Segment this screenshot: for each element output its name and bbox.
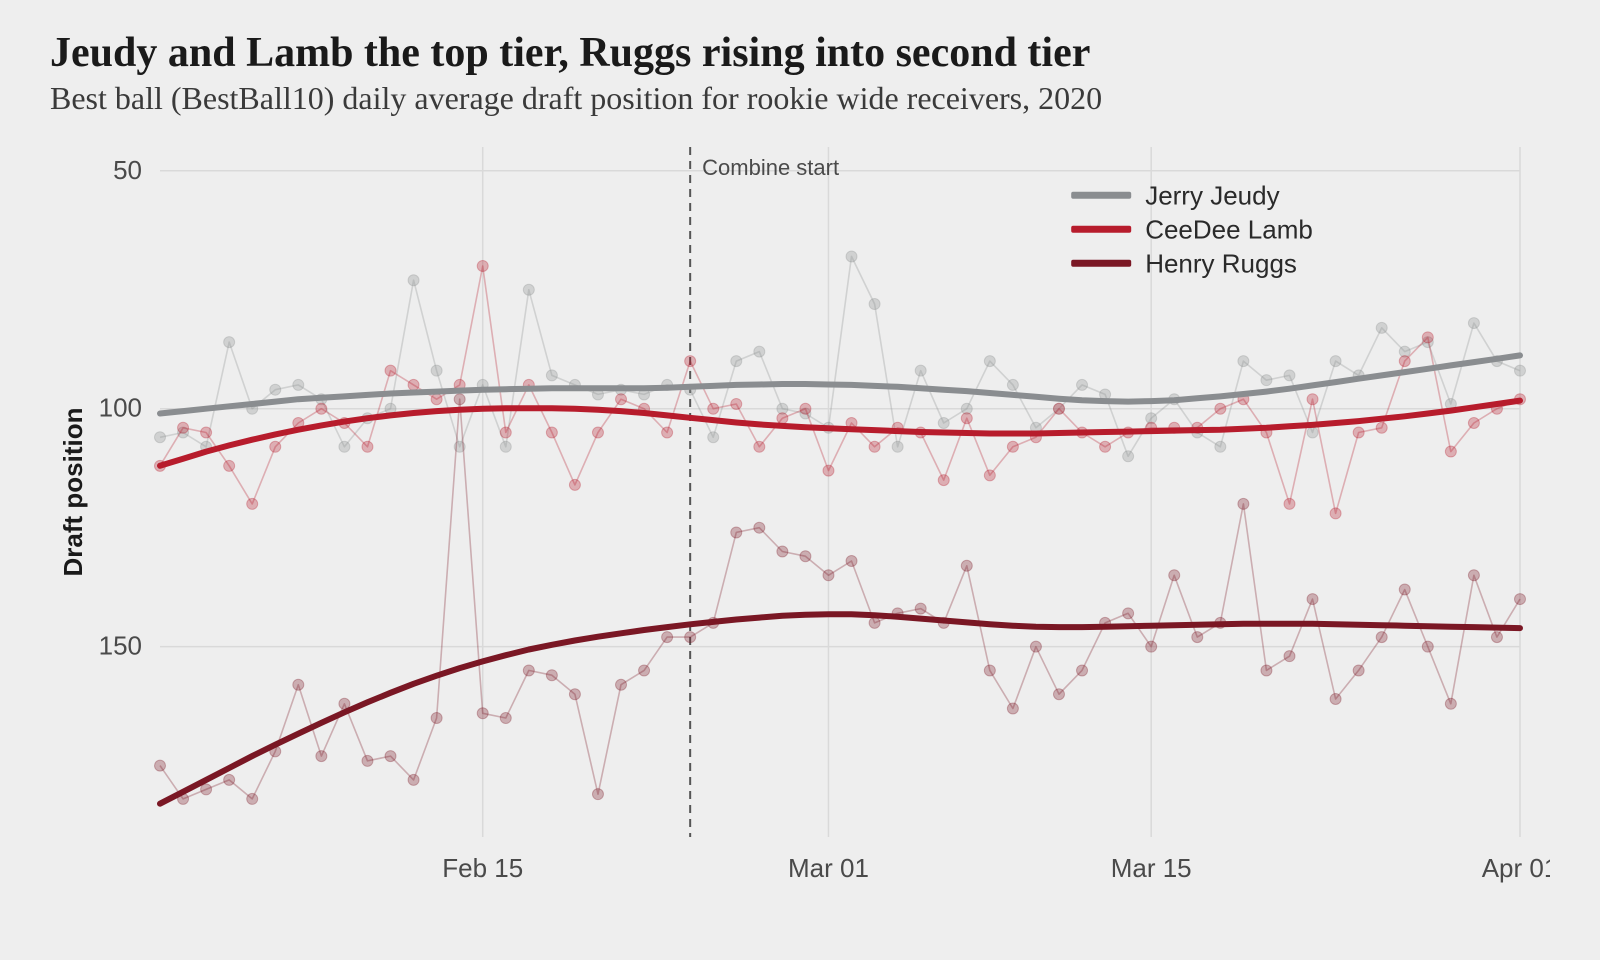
plot-svg: 50 100 150 Draft position Feb 15 Mar 01 Mar 15… [50, 127, 1550, 907]
y-tick-label: 50 [113, 155, 142, 185]
chart-title: Jeudy and Lamb the top tier, Ruggs risin… [50, 30, 1550, 76]
legend-label: Jerry Jeudy [1145, 180, 1279, 210]
annotation-label: Combine start [702, 155, 839, 180]
plot-area: 50 100 150 Draft position Feb 15 Mar 01 Mar 15… [50, 127, 1550, 907]
x-tick-label: Mar 15 [1111, 853, 1192, 883]
y-axis-title: Draft position [58, 408, 88, 577]
x-tick-label: Apr 01 [1482, 853, 1550, 883]
y-tick-label: 100 [99, 393, 142, 423]
x-tick-label: Mar 01 [788, 853, 869, 883]
y-tick-label: 150 [99, 631, 142, 661]
legend-label: Henry Ruggs [1145, 248, 1297, 278]
x-tick-label: Feb 15 [442, 853, 523, 883]
legend-label: CeeDee Lamb [1145, 214, 1313, 244]
chart-container: Jeudy and Lamb the top tier, Ruggs risin… [0, 0, 1600, 927]
chart-subtitle: Best ball (BestBall10) daily average dra… [50, 80, 1550, 117]
